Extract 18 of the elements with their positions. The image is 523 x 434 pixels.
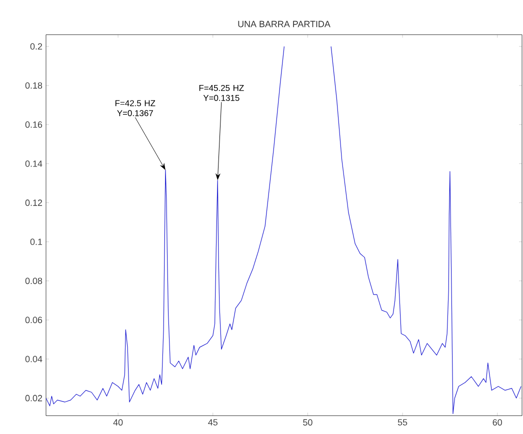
y-tick-label: 0.16 [25,121,42,128]
y-tick-label: 0.12 [25,200,42,206]
y-tick-label: 0.18 [25,82,42,89]
y-tick-label: 0.06 [25,316,42,324]
y-tick-label: 0.04 [25,356,42,362]
x-tick-label: 60 [492,419,502,426]
chart-title: UNA BARRA PARTIDA [238,20,330,28]
y-tick-label: 0.2 [30,43,42,50]
x-tick-label: 50 [303,419,312,426]
y-tick-label: 0.1 [30,238,42,245]
y-tick-label: 0.02 [25,394,42,402]
x-tick-label: 45 [208,419,218,426]
y-tick-label: 0.08 [25,278,42,284]
x-tick-label: 55 [398,419,408,426]
annotation: F=45.25 HZ Y=0.1315 [199,84,244,101]
x-tick-label: 40 [113,419,123,426]
annotation: F=42.5 HZ Y=0.1367 [115,100,156,116]
y-tick-label: 0.14 [25,160,42,167]
